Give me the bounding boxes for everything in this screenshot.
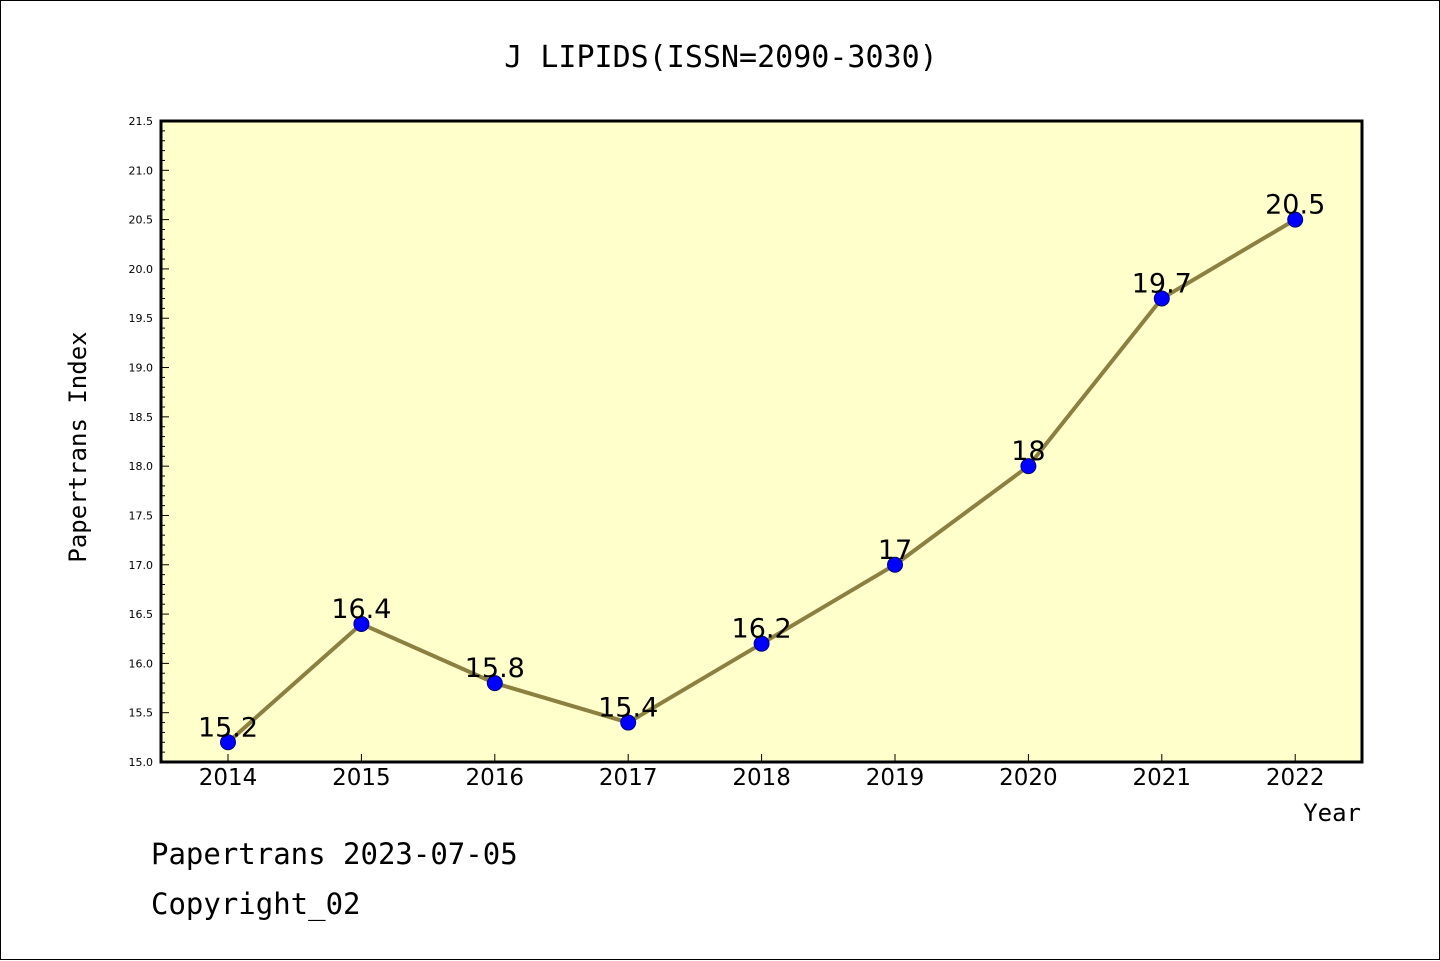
data-label: 17 (878, 535, 912, 566)
x-tick-label: 2022 (1266, 765, 1325, 791)
chart-title: J LIPIDS(ISSN=2090-3030) (504, 40, 937, 75)
data-point (353, 615, 370, 632)
data-label: 18 (1011, 436, 1045, 467)
x-axis-label: Year (1303, 799, 1361, 827)
data-point (887, 556, 903, 573)
y-axis-label: Papertrans Index (64, 331, 92, 562)
data-points (220, 211, 1304, 751)
y-axis: 15.0 15.5 16.0 16.5 17.0 17.5 18.0 18.5 19.0 19.5… (129, 115, 169, 769)
data-point (220, 734, 236, 751)
data-point (1153, 290, 1170, 307)
data-label: 19.7 (1132, 269, 1192, 300)
y-tick-label: 20.5 (129, 214, 154, 227)
x-tick-label: 2014 (199, 765, 258, 791)
y-tick-label: 19.5 (129, 312, 154, 325)
x-tick-label: 2021 (1133, 765, 1192, 791)
data-point (486, 675, 503, 692)
data-point (1020, 458, 1037, 475)
footer-date: Papertrans 2023-07-05 (151, 837, 518, 871)
y-tick-label: 21.0 (129, 164, 154, 177)
x-tick-label: 2020 (999, 765, 1058, 791)
data-label: 15.4 (598, 693, 658, 724)
data-labels: 15.2 16.4 15.8 15.4 16.2 17 18 19.7 20.5 (198, 190, 1325, 744)
y-tick-label: 16.5 (129, 608, 154, 621)
data-label: 20.5 (1265, 190, 1325, 221)
data-label: 15.2 (198, 712, 258, 743)
data-label: 16.4 (331, 594, 391, 625)
x-tick-label: 2015 (332, 765, 391, 791)
y-tick-label: 17.5 (129, 509, 154, 522)
data-label: 15.8 (465, 653, 525, 684)
x-axis: 2014 2015 2016 2017 2018 2019 2020 2021 2022 (199, 754, 1325, 791)
y-tick-label: 16.0 (129, 657, 154, 670)
y-tick-label: 15.5 (129, 707, 154, 720)
data-point (1287, 211, 1304, 228)
y-tick-label: 17.0 (129, 559, 154, 572)
y-tick-label: 15.0 (129, 756, 154, 769)
x-tick-label: 2016 (466, 765, 525, 791)
y-tick-label: 20.0 (129, 263, 154, 276)
footer-copyright: Copyright_02 (151, 887, 361, 921)
y-tick-label: 18.5 (129, 411, 154, 424)
x-tick-label: 2019 (866, 765, 925, 791)
data-point (753, 635, 770, 652)
data-point (620, 714, 637, 731)
data-label: 16.2 (732, 614, 792, 645)
x-tick-label: 2018 (732, 765, 791, 791)
y-tick-label: 21.5 (129, 115, 154, 128)
x-tick-label: 2017 (599, 765, 658, 791)
y-tick-label: 18.0 (129, 460, 154, 473)
y-tick-label: 19.0 (129, 362, 154, 375)
plot-area (159, 119, 1364, 764)
